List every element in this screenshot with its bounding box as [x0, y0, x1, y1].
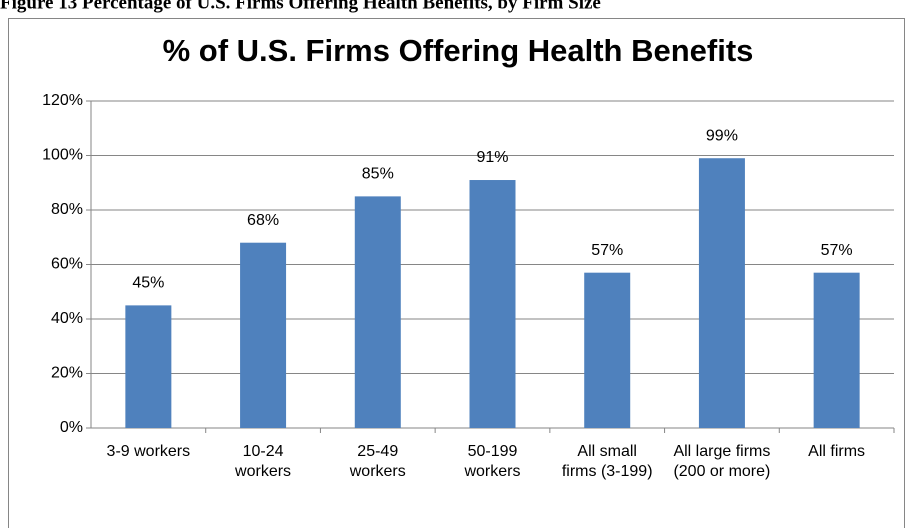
- x-tick-label: All large firms (200 or more): [673, 443, 771, 480]
- bar: [240, 242, 287, 428]
- y-tick-label: 40%: [51, 310, 83, 327]
- bar: [469, 180, 516, 428]
- y-tick-label: 80%: [51, 201, 83, 218]
- x-tick-label-box: 50-199 workers: [464, 443, 521, 480]
- x-tick-label: All small firms (3-199): [561, 443, 653, 480]
- x-tick-label-box: All firms: [808, 443, 866, 460]
- x-tick-label: 3-9 workers: [106, 443, 191, 460]
- x-tick-label-box: All small firms (3-199): [561, 443, 653, 480]
- value-label: 57%: [821, 242, 853, 259]
- bar: [813, 272, 860, 428]
- chart-title: % of U.S. Firms Offering Health Benefits: [163, 33, 754, 68]
- bar: [698, 158, 745, 428]
- y-tick-label: 60%: [51, 256, 83, 273]
- x-tick-label: All firms: [808, 443, 866, 460]
- value-label: 85%: [362, 166, 394, 183]
- value-label: 45%: [132, 275, 164, 292]
- x-tick-label-box: 10-24 workers: [235, 443, 292, 480]
- chart-border: [8, 18, 905, 528]
- x-tick-label: 10-24 workers: [235, 443, 292, 480]
- y-tick-label: 0%: [60, 419, 83, 436]
- value-label: 68%: [247, 212, 279, 229]
- value-label: 91%: [476, 149, 508, 166]
- y-tick-label: 120%: [42, 92, 83, 109]
- x-tick-label: 25-49 workers: [349, 443, 406, 480]
- value-label: 57%: [591, 242, 623, 259]
- x-tick-label-box: All large firms (200 or more): [673, 443, 771, 480]
- x-tick-label: 50-199 workers: [464, 443, 521, 480]
- figure-caption: Figure 13 Percentage of U.S. Firms Offer…: [0, 0, 601, 13]
- y-tick-label: 20%: [51, 365, 83, 382]
- bar: [125, 305, 172, 428]
- x-tick-label-box: 25-49 workers: [349, 443, 406, 480]
- y-tick-label: 100%: [42, 147, 83, 164]
- x-tick-label-box: 3-9 workers: [106, 443, 191, 460]
- bar: [354, 196, 401, 428]
- value-label: 99%: [706, 127, 738, 144]
- bar: [584, 272, 631, 428]
